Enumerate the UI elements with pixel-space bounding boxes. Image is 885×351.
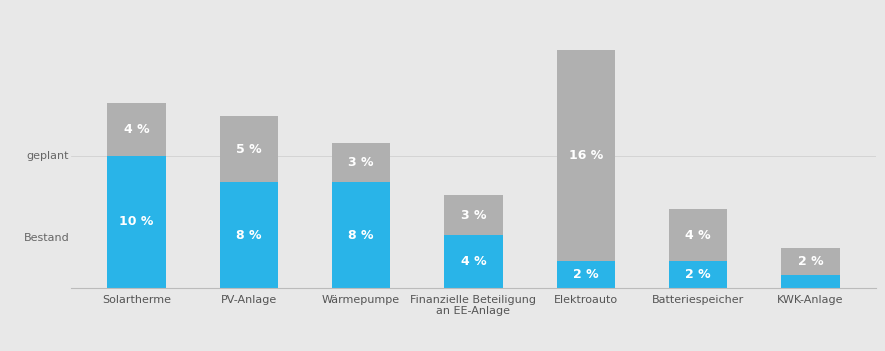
Bar [444,196,503,235]
Text: 4 %: 4 % [685,229,711,241]
Bar [669,208,727,261]
Text: 8 %: 8 % [236,229,262,241]
Text: 3 %: 3 % [349,156,374,169]
Bar [107,156,165,288]
Text: 4 %: 4 % [461,255,486,268]
Bar [219,116,278,182]
Bar [444,235,503,288]
Text: geplant: geplant [27,151,69,161]
Bar [332,143,390,182]
Text: 16 %: 16 % [569,149,603,162]
Bar [781,274,840,288]
Text: 2 %: 2 % [685,268,711,281]
Bar [107,103,165,156]
Bar [557,261,615,288]
Text: 2 %: 2 % [797,255,823,268]
Bar [332,182,390,288]
Bar [219,182,278,288]
Text: 3 %: 3 % [461,209,486,222]
Bar [557,50,615,261]
Text: 2 %: 2 % [573,268,598,281]
Bar [781,248,840,274]
Text: 8 %: 8 % [349,229,374,241]
Text: Bestand: Bestand [24,233,69,243]
Text: 5 %: 5 % [236,143,262,156]
Bar [669,261,727,288]
Text: 10 %: 10 % [119,215,154,228]
Text: 4 %: 4 % [124,123,150,136]
